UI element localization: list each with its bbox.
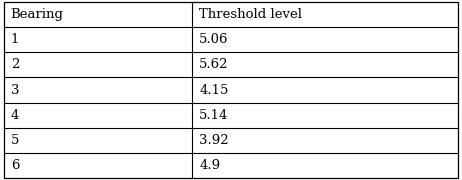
Text: Threshold level: Threshold level [199, 8, 302, 21]
Text: Bearing: Bearing [11, 8, 64, 21]
Text: 1: 1 [11, 33, 19, 46]
Text: 3: 3 [11, 84, 19, 96]
Text: 6: 6 [11, 159, 19, 172]
Text: 4: 4 [11, 109, 19, 122]
Text: 5.62: 5.62 [199, 58, 229, 71]
Text: 4.15: 4.15 [199, 84, 229, 96]
Text: 5.14: 5.14 [199, 109, 229, 122]
Text: 5.06: 5.06 [199, 33, 229, 46]
Text: 2: 2 [11, 58, 19, 71]
Text: 3.92: 3.92 [199, 134, 229, 147]
Text: 4.9: 4.9 [199, 159, 220, 172]
Text: 5: 5 [11, 134, 19, 147]
